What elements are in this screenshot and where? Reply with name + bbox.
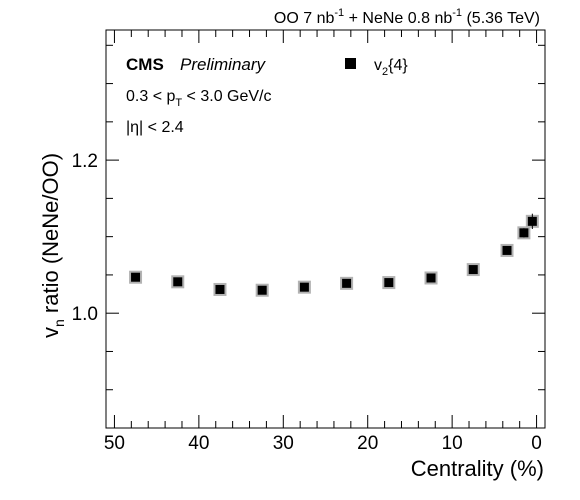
nene-luminosity: + NeNe 0.8 nb [344,10,452,27]
oo-luminosity: OO 7 nb [274,10,335,27]
legend-marker [345,58,356,69]
pt-range-high: < 3.0 GeV/c [182,88,271,105]
data-point [257,285,267,295]
x-tick-label: 30 [273,433,294,454]
axis-ticks [106,30,545,429]
y-axis-title-subscript: n [51,319,67,327]
data-point [519,228,529,238]
data-point [173,277,183,287]
preliminary-label: Preliminary [180,55,267,74]
x-axis-title: Centrality (%) [411,456,544,481]
y-tick-label: 1.2 [72,151,98,172]
y-tick-label: 1.0 [72,304,98,325]
legend-v-subscript: 2 [382,66,388,78]
collision-energy: (5.36 TeV) [462,10,540,27]
x-tick-label: 20 [357,433,378,454]
x-tick-label: 0 [531,433,542,454]
data-point [527,216,537,226]
data-point [426,273,436,283]
y-axis-title-v: v [38,327,63,338]
cms-label: CMS [126,55,164,74]
legend-v-tail: {4} [388,57,408,74]
data-marks [129,213,539,297]
axis-tick-labels: 50 40 30 20 10 0 1.0 1.2 [72,151,542,454]
y-axis-title-tail: ratio (NeNe/OO) [38,153,63,319]
x-tick-label: 50 [104,433,125,454]
collision-info-header: OO 7 nb-1 + NeNe 0.8 nb-1 (5.36 TeV) [274,7,540,27]
data-point [131,272,141,282]
legend-v: v [374,57,382,74]
legend-label: v2{4} [374,57,408,78]
data-point [342,278,352,288]
pt-range-label: 0.3 < pT < 3.0 GeV/c [126,88,272,109]
y-axis-title: vn ratio (NeNe/OO) [38,153,67,338]
data-point [215,284,225,294]
data-point [502,245,512,255]
oo-luminosity-exponent: -1 [334,7,344,19]
nene-luminosity-exponent: -1 [452,7,462,19]
plot-frame [105,29,546,429]
data-point [384,278,394,288]
eta-range-label: |η| < 2.4 [126,119,184,136]
x-tick-label: 40 [188,433,209,454]
pt-range-low: 0.3 < p [126,88,175,105]
data-point [468,265,478,275]
pt-range-subscript: T [175,97,182,109]
x-tick-label: 10 [442,433,463,454]
data-point [299,282,309,292]
